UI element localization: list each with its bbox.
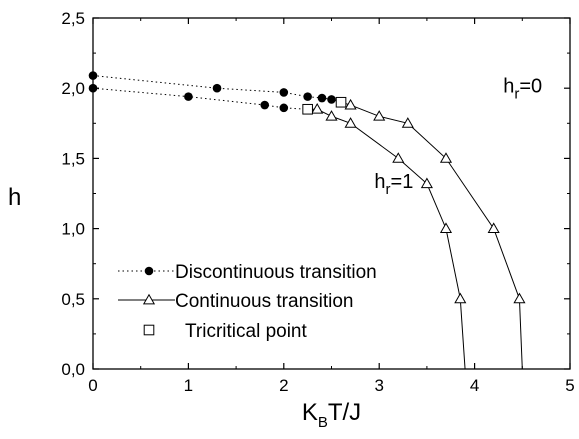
filled-circle-marker: [279, 88, 289, 97]
y-tick-label: 2,0: [61, 79, 85, 98]
continuous-line: [340, 101, 523, 370]
open-square-marker: [335, 96, 347, 108]
x-tick-label: 4: [470, 376, 479, 395]
open-triangle-marker: [344, 117, 357, 128]
filled-circle-marker: [184, 92, 193, 101]
plot-frame: [92, 17, 571, 370]
open-triangle-marker: [325, 110, 338, 121]
series-layer: [88, 71, 526, 370]
legend-label-1: Continuous transition: [175, 291, 354, 312]
y-axis-title: h: [8, 184, 21, 211]
axes-layer: 0 1 2 3 4 5 0,0 0,5 1,0 1,5 2,0 2,5 KBT/J h: [8, 9, 575, 431]
y-tick-label: 2,5: [61, 9, 85, 28]
open-triangle-marker: [311, 103, 324, 114]
x-tick-label: 3: [374, 376, 383, 395]
open-triangle-marker: [439, 152, 453, 163]
x-axis-title: KBT/J: [302, 399, 361, 431]
filled-circle-marker: [88, 71, 98, 80]
continuous-line: [307, 108, 466, 370]
open-triangle-marker: [513, 292, 526, 304]
open-triangle-marker: [420, 177, 433, 189]
curve-label-main: h: [374, 171, 385, 193]
curve-label-rest: =1: [391, 171, 414, 193]
open-triangle-marker: [373, 110, 386, 121]
curve-label-main: h: [503, 75, 514, 97]
filled-circle-marker: [327, 95, 336, 104]
legend-layer: Discontinuous transition Continuous trans…: [118, 262, 377, 342]
x-axis-title-main: K: [302, 399, 318, 426]
curve-label-rest: =0: [519, 75, 542, 97]
filled-circle-marker: [260, 100, 270, 110]
annotation-layer: hr=0hr=1: [374, 75, 542, 197]
filled-circle-marker: [303, 92, 312, 101]
curve-label-sub: r: [386, 181, 391, 198]
legend-label-0: Discontinuous transition: [175, 262, 377, 283]
curve-label-sub: r: [514, 85, 519, 102]
curve-label-1: hr=1: [374, 171, 413, 198]
discontinuous-line: [92, 87, 308, 110]
open-triangle-marker: [344, 98, 357, 110]
x-tick-label: 5: [565, 376, 574, 395]
x-axis-title-sub: B: [318, 414, 328, 431]
open-triangle-marker: [401, 117, 414, 128]
x-tick-label: 2: [279, 376, 288, 395]
filled-circle-marker: [144, 266, 154, 276]
x-tick-label: 1: [184, 376, 193, 395]
filled-circle-marker: [212, 83, 222, 93]
open-square-marker: [302, 103, 313, 115]
open-triangle-marker: [142, 293, 156, 305]
y-tick-label: 0,0: [61, 360, 85, 379]
y-tick-label: 0,5: [61, 290, 85, 309]
filled-circle-marker: [88, 83, 98, 93]
open-triangle-marker: [392, 152, 405, 163]
y-tick-label: 1,5: [61, 149, 85, 168]
open-triangle-marker: [454, 292, 467, 304]
open-triangle-marker: [487, 222, 500, 233]
curve-label-0: hr=0: [503, 75, 542, 102]
legend-label-2: Tricritical point: [185, 321, 307, 342]
x-axis-title-rest: T/J: [328, 399, 361, 426]
x-tick-label: 0: [88, 376, 97, 395]
filled-circle-marker: [279, 103, 289, 113]
y-tick-label: 1,0: [61, 220, 85, 239]
open-triangle-marker: [439, 222, 453, 233]
open-square-marker: [143, 324, 155, 336]
filled-circle-marker: [317, 93, 327, 103]
